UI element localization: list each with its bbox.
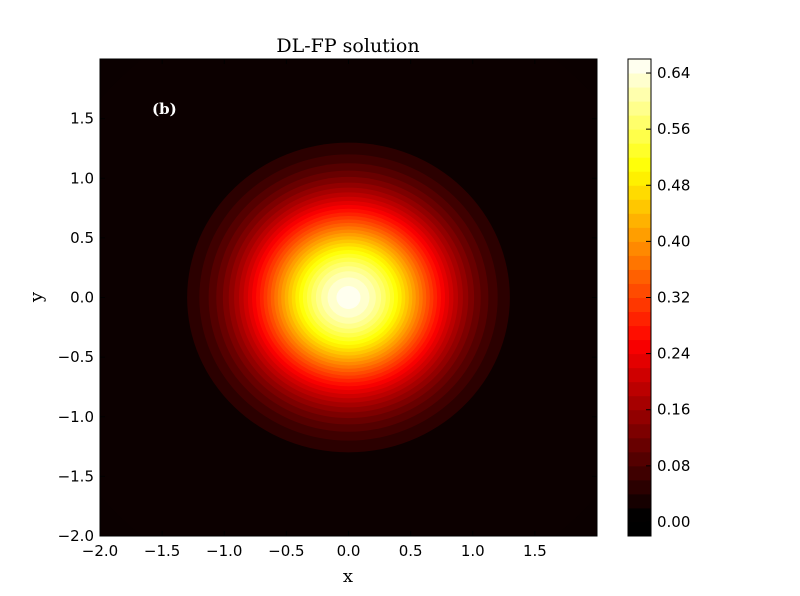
colorbar-band — [628, 171, 651, 186]
colorbar-band — [628, 227, 651, 242]
colorbar-band — [628, 213, 651, 228]
chart-title: DL-FP solution — [276, 35, 419, 57]
colorbar-band — [628, 395, 651, 411]
colorbar-band — [628, 367, 651, 383]
colorbar-band — [628, 297, 651, 313]
y-tick-label: 0.5 — [70, 229, 94, 247]
x-tick-label: −1.0 — [206, 542, 242, 560]
colorbar-band — [628, 423, 651, 439]
colorbar-tick-label: 0.08 — [657, 457, 690, 475]
colorbar-band — [628, 521, 651, 537]
x-tick-label: 1.0 — [461, 542, 485, 560]
x-tick-label: −1.5 — [144, 542, 180, 560]
colorbar-band — [628, 507, 651, 523]
colorbar-band — [628, 437, 651, 453]
y-tick-label: 1.5 — [70, 110, 94, 128]
colorbar-band — [628, 311, 651, 327]
colorbar-tick-label: 0.48 — [657, 176, 690, 194]
colorbar-tick-label: 0.64 — [657, 64, 690, 82]
colorbar-tick-label: 0.00 — [657, 513, 690, 531]
colorbar-band — [628, 115, 651, 130]
y-tick-label: −2.0 — [58, 527, 94, 545]
panel-label: (b) — [152, 100, 177, 118]
colorbar-band — [628, 451, 651, 467]
plot-area: −2.0 −1.5 −1.0 −0.5 0.0 0.5 1.0 1.5 −2.0 −1.5 −1.… — [58, 58, 598, 560]
colorbar-tick-label: 0.16 — [657, 401, 690, 419]
y-tick-label: 1.0 — [70, 169, 94, 187]
x-axis-ticks: −2.0 −1.5 −1.0 −0.5 0.0 0.5 1.0 1.5 — [82, 59, 547, 560]
x-tick-label: 0.5 — [399, 542, 423, 560]
x-tick-label: 0.0 — [337, 542, 361, 560]
colorbar-band — [628, 479, 651, 495]
y-tick-label: −1.0 — [58, 408, 94, 426]
colorbar-tick-label: 0.32 — [657, 289, 690, 307]
colorbar-tick-label: 0.24 — [657, 345, 690, 363]
y-axis-ticks: −2.0 −1.5 −1.0 −0.5 0.0 0.5 1.0 1.5 — [58, 110, 597, 545]
x-tick-label: 1.5 — [523, 542, 547, 560]
colorbar-tick-label: 0.56 — [657, 120, 690, 138]
colorbar-tick-label: 0.40 — [657, 232, 690, 250]
colorbar-band — [628, 199, 651, 214]
colorbar-band — [628, 241, 651, 256]
colorbar-band — [628, 465, 651, 481]
x-tick-label: −0.5 — [268, 542, 304, 560]
x-axis-label: x — [343, 566, 353, 587]
colorbar-band — [628, 73, 651, 88]
colorbar-band — [628, 353, 651, 369]
colorbar-band — [628, 101, 651, 116]
colorbar: 0.00 0.08 0.16 0.24 0.32 0.40 0.48 0.56 0.64 — [627, 58, 690, 537]
y-tick-label: −0.5 — [58, 348, 94, 366]
colorbar-band — [628, 143, 651, 158]
colorbar-band — [628, 409, 651, 425]
colorbar-band — [628, 157, 651, 172]
colorbar-band — [628, 325, 651, 341]
colorbar-band — [628, 283, 651, 298]
contour-band — [336, 285, 361, 310]
colorbar-band — [628, 59, 651, 74]
colorbar-band — [628, 339, 651, 355]
colorbar-bands — [628, 59, 651, 537]
colorbar-band — [628, 87, 651, 102]
contour-layer — [100, 59, 597, 536]
x-tick-label: −2.0 — [82, 542, 118, 560]
colorbar-band — [628, 381, 651, 397]
colorbar-band — [628, 129, 651, 144]
colorbar-band — [628, 269, 651, 284]
y-tick-label: 0.0 — [70, 289, 94, 307]
colorbar-band — [628, 493, 651, 509]
colorbar-band — [628, 185, 651, 200]
colorbar-ticks: 0.00 0.08 0.16 0.24 0.32 0.40 0.48 0.56 0.64 — [646, 64, 690, 531]
y-axis-label: y — [26, 291, 47, 303]
y-tick-label: −1.5 — [58, 467, 94, 485]
colorbar-band — [628, 255, 651, 270]
